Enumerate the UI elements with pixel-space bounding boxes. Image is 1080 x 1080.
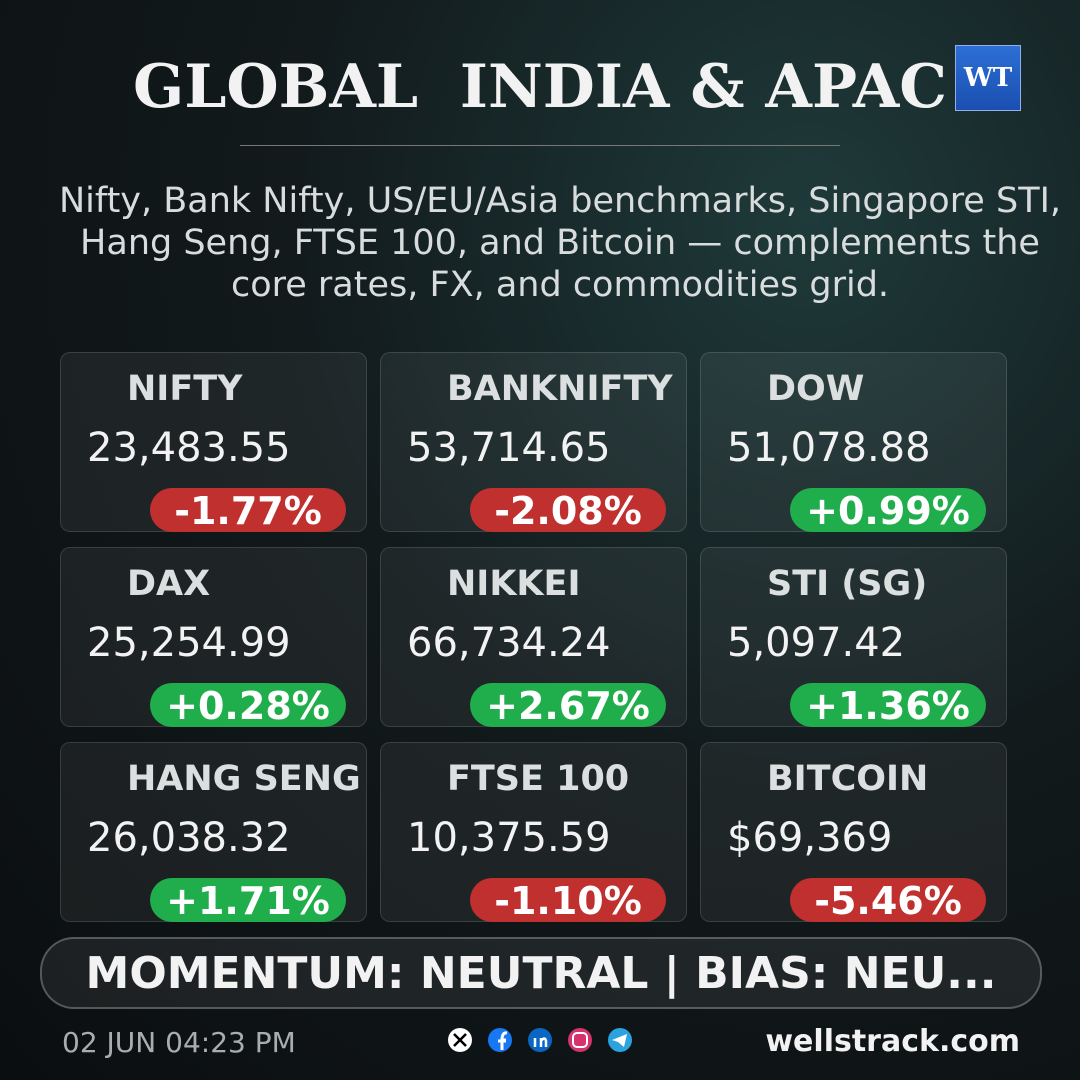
index-card: DOW 51,078.88 +0.99% [700, 352, 1007, 533]
linkedin-glyph [533, 1037, 548, 1047]
site-url[interactable]: wellstrack.com [765, 1024, 1020, 1059]
change-pill: -5.46% [790, 878, 986, 923]
change-pill: -1.77% [150, 488, 346, 533]
index-name: HANG SENG [127, 759, 361, 799]
change-pill: -2.08% [470, 488, 666, 533]
subtitle: Nifty, Bank Nifty, US/EU/Asia benchmarks… [58, 181, 1062, 305]
facebook-glyph [498, 1031, 508, 1050]
social-icons [448, 1028, 632, 1052]
index-value: $69,369 [727, 815, 893, 861]
x-glyph [453, 1033, 467, 1047]
index-value: 51,078.88 [727, 425, 931, 471]
change-pill: +1.71% [150, 878, 346, 923]
index-card: NIFTY 23,483.55 -1.77% [60, 352, 367, 533]
index-value: 53,714.65 [407, 425, 611, 471]
index-name: BITCOIN [767, 759, 929, 799]
logo: WT [955, 45, 1021, 111]
title: GLOBAL INDIA & APAC [132, 52, 948, 122]
index-value: 26,038.32 [87, 815, 291, 861]
instagram-glyph [572, 1032, 588, 1048]
change-pill: +0.99% [790, 488, 986, 533]
index-value: 5,097.42 [727, 620, 906, 666]
index-name: NIFTY [127, 369, 243, 409]
index-name: NIKKEI [447, 564, 581, 604]
index-name: BANKNIFTY [447, 369, 673, 409]
index-value: 10,375.59 [407, 815, 611, 861]
index-value: 23,483.55 [87, 425, 291, 471]
index-name: FTSE 100 [447, 759, 630, 799]
change-pill: +0.28% [150, 683, 346, 728]
index-card: NIKKEI 66,734.24 +2.67% [380, 547, 687, 728]
index-card: BANKNIFTY 53,714.65 -2.08% [380, 352, 687, 533]
instagram-icon[interactable] [568, 1028, 592, 1052]
divider [240, 145, 840, 146]
index-value: 25,254.99 [87, 620, 291, 666]
index-name: STI (SG) [767, 564, 928, 604]
index-name: DOW [767, 369, 865, 409]
index-card: DAX 25,254.99 +0.28% [60, 547, 367, 728]
change-pill: +2.67% [470, 683, 666, 728]
index-name: DAX [127, 564, 211, 604]
timestamp: 02 JUN 04:23 PM [62, 1026, 296, 1059]
index-card: FTSE 100 10,375.59 -1.10% [380, 742, 687, 923]
index-card: BITCOIN $69,369 -5.46% [700, 742, 1007, 923]
change-pill: -1.10% [470, 878, 666, 923]
banner: MOMENTUM: NEUTRAL | BIAS: NEU... [40, 937, 1042, 1009]
index-value: 66,734.24 [407, 620, 611, 666]
telegram-glyph [612, 1034, 627, 1047]
change-pill: +1.36% [790, 683, 986, 728]
index-card: STI (SG) 5,097.42 +1.36% [700, 547, 1007, 728]
index-card: HANG SENG 26,038.32 +1.71% [60, 742, 367, 923]
